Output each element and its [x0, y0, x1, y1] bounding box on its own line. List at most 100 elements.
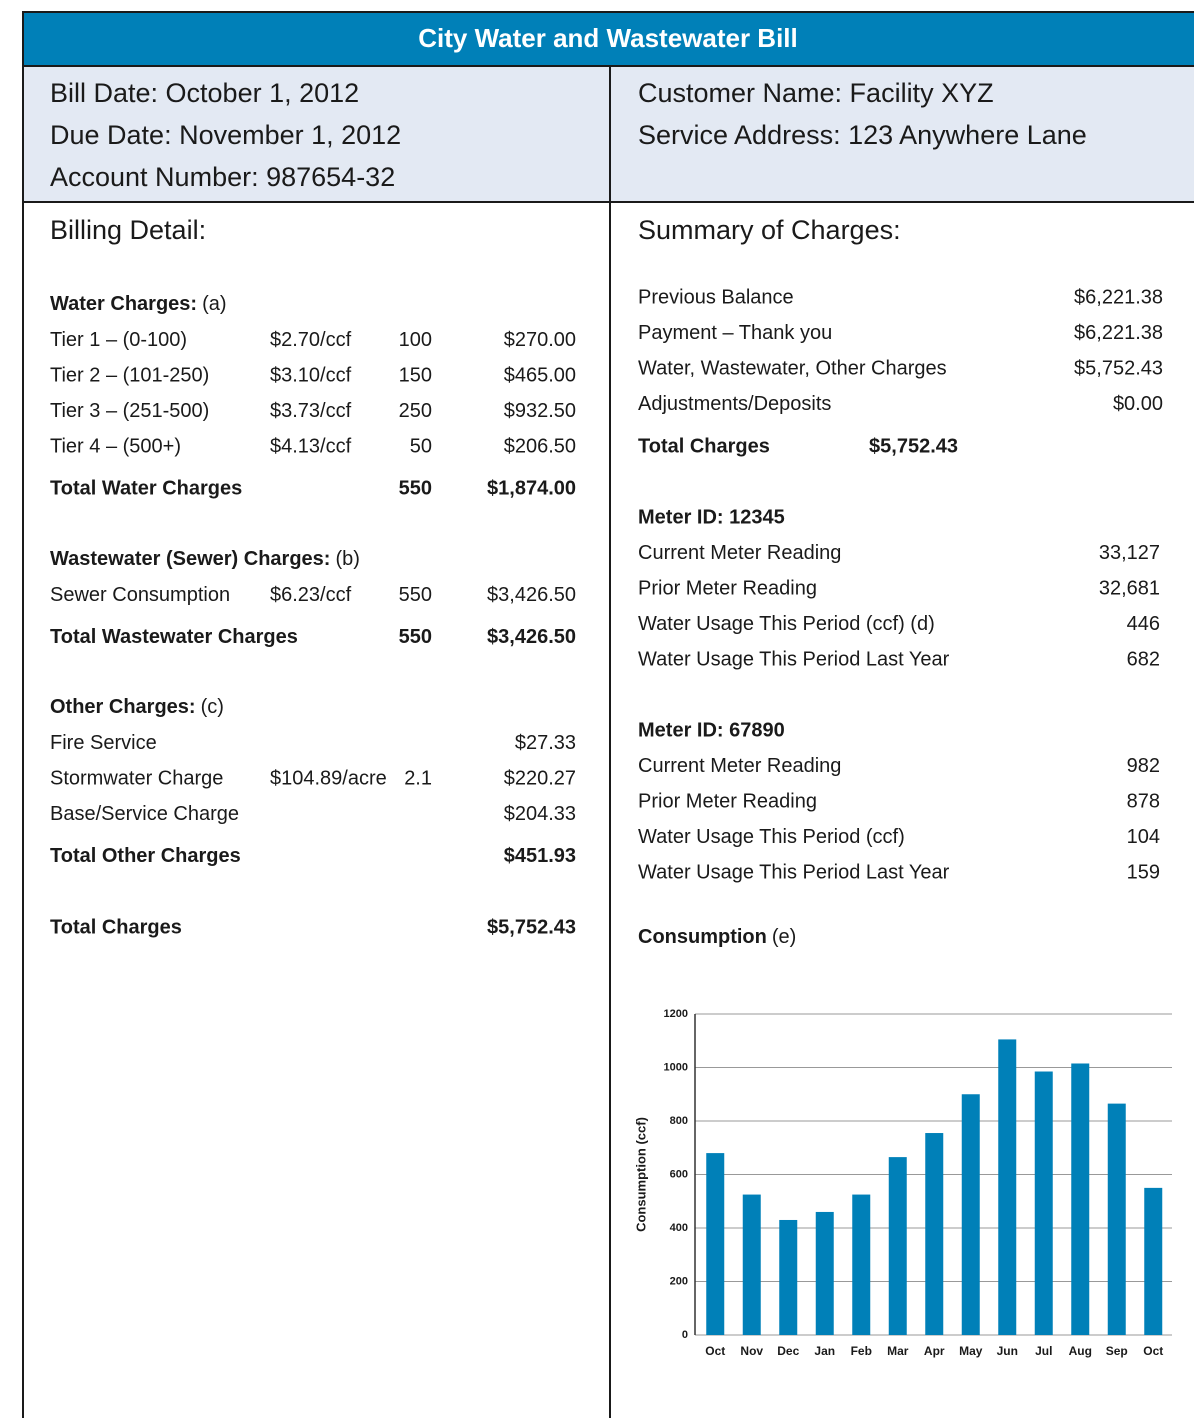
row-label: Adjustments/Deposits: [638, 393, 831, 415]
row-amount: $270.00: [504, 329, 576, 351]
row-label: Tier 1 – (0-100): [50, 329, 187, 351]
row-qty: 50: [410, 436, 432, 458]
x-tick-label: Nov: [740, 1344, 763, 1358]
row-amount: $465.00: [504, 364, 576, 386]
bar: [742, 1194, 761, 1335]
bar: [1071, 1063, 1090, 1335]
row-rate: $3.73/ccf: [270, 400, 352, 422]
row-amount: $220.27: [504, 767, 576, 789]
row-value: 878: [1127, 790, 1160, 812]
info-line: Account Number: 987654-32: [50, 162, 395, 192]
bar: [1034, 1071, 1053, 1335]
row-value: 104: [1127, 826, 1160, 848]
x-tick-label: Oct: [705, 1344, 725, 1358]
consumption-heading: Consumption (e): [638, 926, 796, 948]
row-label: Water Usage This Period Last Year: [638, 861, 950, 883]
charge-heading: Water Charges: (a): [50, 293, 227, 315]
row-qty: 550: [399, 584, 432, 606]
row-label: Previous Balance: [638, 286, 794, 308]
row-rate: $3.10/ccf: [270, 364, 352, 386]
row-label: Prior Meter Reading: [638, 790, 817, 812]
info-line: Bill Date: October 1, 2012: [50, 78, 359, 108]
total-amount: $3,426.50: [487, 626, 576, 648]
bar: [888, 1157, 907, 1335]
bar: [961, 1094, 980, 1335]
x-tick-label: Jul: [1035, 1344, 1052, 1358]
row-rate: $4.13/ccf: [270, 436, 352, 458]
x-tick-label: Mar: [887, 1344, 909, 1358]
section-title: Summary of Charges:: [638, 215, 901, 245]
charge-heading: Other Charges: (c): [50, 696, 224, 718]
charge-heading: Wastewater (Sewer) Charges: (b): [50, 548, 360, 570]
heading-text: Other Charges:: [50, 696, 196, 718]
row-label: Payment – Thank you: [638, 322, 832, 344]
bar: [925, 1133, 944, 1335]
grand-total-label: Total Charges: [50, 916, 182, 938]
total-label: Total Charges: [638, 435, 770, 457]
row-qty: 150: [399, 364, 432, 386]
info-line: Customer Name: Facility XYZ: [638, 78, 994, 108]
row-value: 32,681: [1099, 577, 1160, 599]
row-value: 159: [1127, 861, 1160, 883]
total-amount: $451.93: [504, 845, 576, 867]
row-amount: $6,221.38: [1074, 286, 1163, 308]
heading-note: (c): [201, 696, 224, 718]
total-label: Total Other Charges: [50, 845, 241, 867]
heading-text: Water Charges:: [50, 293, 197, 315]
row-value: 446: [1127, 613, 1160, 635]
row-qty: 250: [399, 400, 432, 422]
row-amount: $3,426.50: [487, 584, 576, 606]
row-amount: $932.50: [504, 400, 576, 422]
row-label: Tier 4 – (500+): [50, 436, 181, 458]
meter-title: Meter ID: 12345: [638, 506, 785, 528]
row-label: Sewer Consumption: [50, 584, 230, 606]
info-panel: [22, 66, 1194, 202]
y-axis-label: Consumption (ccf): [633, 1117, 648, 1232]
total-label: Total Water Charges: [50, 478, 242, 500]
grand-total-amount: $5,752.43: [487, 916, 576, 938]
header-bar: [22, 12, 1194, 66]
bar: [1107, 1103, 1126, 1335]
x-tick-label: Oct: [1143, 1344, 1163, 1358]
row-value: 982: [1127, 755, 1160, 777]
bar: [998, 1039, 1017, 1335]
y-tick-label: 200: [670, 1275, 688, 1287]
row-amount: $0.00: [1113, 393, 1163, 415]
row-label: Water, Wastewater, Other Charges: [638, 357, 947, 379]
bar: [815, 1211, 834, 1335]
row-label: Water Usage This Period Last Year: [638, 648, 950, 670]
total-label: Total Wastewater Charges: [50, 626, 298, 648]
total-qty: 550: [399, 626, 432, 648]
row-value: 682: [1127, 648, 1160, 670]
bar: [779, 1219, 798, 1335]
x-tick-label: Feb: [851, 1344, 872, 1358]
row-rate: $6.23/ccf: [270, 584, 352, 606]
total-amount: $5,752.43: [869, 435, 958, 457]
row-label: Fire Service: [50, 732, 157, 754]
row-rate: $2.70/ccf: [270, 329, 352, 351]
row-label: Water Usage This Period (ccf): [638, 826, 905, 848]
heading-text: Wastewater (Sewer) Charges:: [50, 548, 330, 570]
row-amount: $6,221.38: [1074, 322, 1163, 344]
row-value: 33,127: [1099, 542, 1160, 564]
y-tick-label: 400: [670, 1222, 688, 1234]
row-label: Tier 3 – (251-500): [50, 400, 209, 422]
x-tick-label: Jan: [814, 1344, 835, 1358]
x-tick-label: Sep: [1106, 1344, 1128, 1358]
bill-title: City Water and Wastewater Bill: [418, 23, 798, 53]
heading-note: (a): [202, 293, 226, 315]
bar: [1144, 1187, 1163, 1335]
bar: [852, 1194, 871, 1335]
row-label: Prior Meter Reading: [638, 577, 817, 599]
total-qty: 550: [399, 478, 432, 500]
row-amount: $204.33: [504, 803, 576, 825]
row-rate: $104.89/acre: [270, 767, 387, 789]
total-amount: $1,874.00: [487, 478, 576, 500]
heading-text: Consumption: [638, 926, 767, 948]
y-tick-label: 0: [682, 1329, 688, 1341]
row-label: Base/Service Charge: [50, 803, 239, 825]
row-amount: $5,752.43: [1074, 357, 1163, 379]
x-tick-label: Aug: [1069, 1344, 1092, 1358]
meter-title: Meter ID: 67890: [638, 719, 785, 741]
